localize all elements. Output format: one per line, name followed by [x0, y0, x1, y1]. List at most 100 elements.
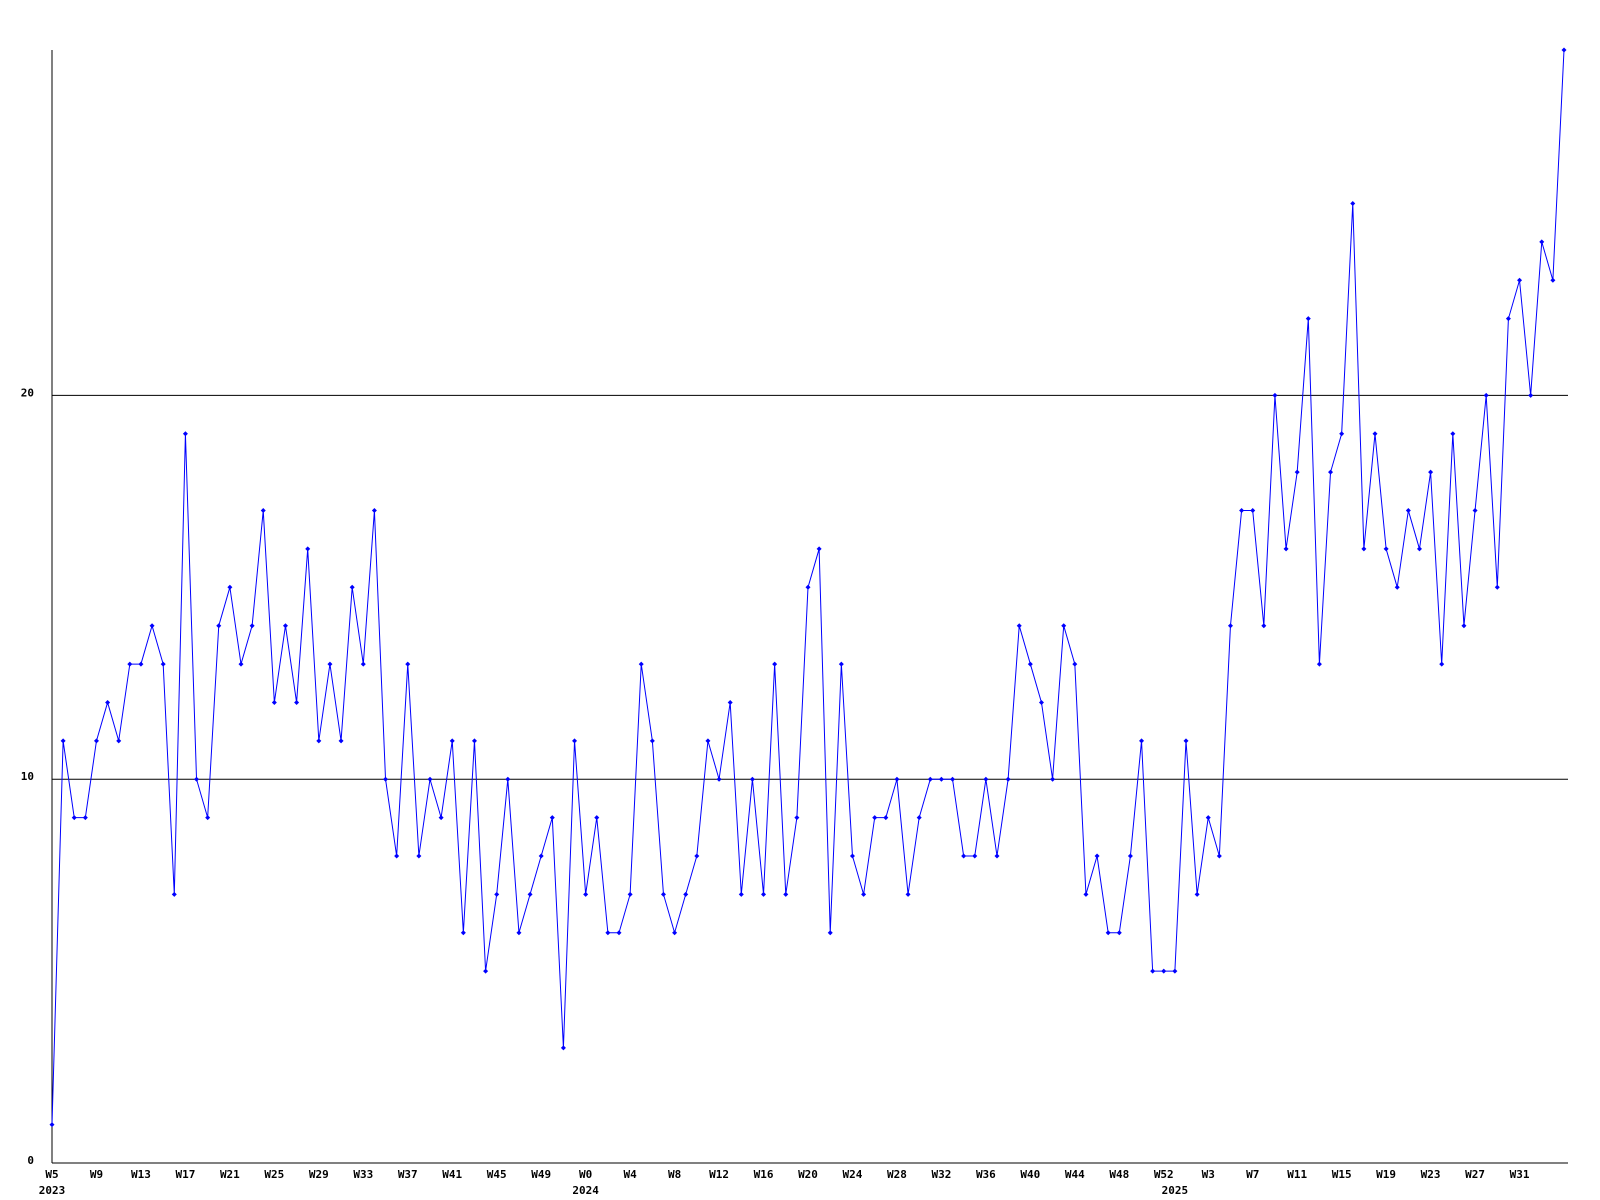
data-point	[594, 815, 600, 821]
x-tick-label: W28	[887, 1168, 907, 1181]
data-point	[494, 891, 500, 897]
x-tick-label: W5	[45, 1168, 58, 1181]
data-point	[1450, 431, 1456, 437]
data-point	[660, 891, 666, 897]
data-point	[1316, 661, 1322, 667]
x-tick-label: W27	[1465, 1168, 1485, 1181]
data-point	[216, 623, 222, 629]
data-point	[1461, 623, 1467, 629]
data-point	[1227, 623, 1233, 629]
data-point	[694, 853, 700, 859]
x-tick-label: W15	[1332, 1168, 1352, 1181]
x-tick-label: W3	[1202, 1168, 1215, 1181]
data-point	[1250, 508, 1256, 514]
data-point	[438, 815, 444, 821]
data-point	[583, 891, 589, 897]
data-point	[972, 853, 978, 859]
data-point	[483, 968, 489, 974]
data-point	[1172, 968, 1178, 974]
data-point	[93, 738, 99, 744]
data-point	[1072, 661, 1078, 667]
data-point	[1239, 508, 1245, 514]
data-point	[627, 891, 633, 897]
data-point	[861, 891, 867, 897]
data-point	[338, 738, 344, 744]
data-point	[127, 661, 133, 667]
x-tick-label: W12	[709, 1168, 729, 1181]
data-point	[649, 738, 655, 744]
data-point	[1150, 968, 1156, 974]
data-point	[705, 738, 711, 744]
data-point	[1283, 546, 1289, 552]
data-point	[1505, 316, 1511, 322]
data-point	[994, 853, 1000, 859]
x-tick-label: W24	[843, 1168, 863, 1181]
data-point	[371, 508, 377, 514]
data-point	[505, 776, 511, 782]
data-point	[983, 776, 989, 782]
data-point	[638, 661, 644, 667]
data-point	[1050, 776, 1056, 782]
x-tick-label: W33	[353, 1168, 373, 1181]
data-point	[160, 661, 166, 667]
data-point	[327, 661, 333, 667]
data-point	[1094, 853, 1100, 859]
x-tick-label: W17	[175, 1168, 195, 1181]
data-point	[672, 930, 678, 936]
data-point	[249, 623, 255, 629]
data-point	[749, 776, 755, 782]
data-point	[905, 891, 911, 897]
data-point	[1361, 546, 1367, 552]
data-point	[1483, 392, 1489, 398]
data-point	[105, 699, 111, 705]
data-point	[950, 776, 956, 782]
data-point	[138, 661, 144, 667]
x-tick-label: W45	[487, 1168, 507, 1181]
data-point	[1216, 853, 1222, 859]
data-point	[1428, 469, 1434, 475]
data-point	[227, 584, 233, 590]
data-point	[282, 623, 288, 629]
x-tick-label: W16	[754, 1168, 774, 1181]
data-point	[60, 738, 66, 744]
data-point	[783, 891, 789, 897]
data-point	[82, 815, 88, 821]
x-tick-label: W49	[531, 1168, 551, 1181]
x-tick-label: W31	[1510, 1168, 1530, 1181]
data-point	[560, 1045, 566, 1051]
y-tick-label: 0	[27, 1154, 34, 1167]
data-point	[549, 815, 555, 821]
data-point	[1561, 47, 1567, 53]
data-point	[460, 930, 466, 936]
data-point	[1350, 201, 1356, 207]
data-point	[772, 661, 778, 667]
data-point	[1405, 508, 1411, 514]
data-point	[538, 853, 544, 859]
data-point	[1305, 316, 1311, 322]
x-tick-label: W37	[398, 1168, 418, 1181]
data-point	[683, 891, 689, 897]
data-point	[516, 930, 522, 936]
data-point	[1183, 738, 1189, 744]
x-tick-label: W9	[90, 1168, 103, 1181]
data-point	[260, 508, 266, 514]
y-tick-label: 20	[21, 386, 34, 399]
year-label: 2023	[39, 1184, 66, 1197]
data-point	[1105, 930, 1111, 936]
data-point	[527, 891, 533, 897]
data-point	[238, 661, 244, 667]
data-point	[761, 891, 767, 897]
data-point	[194, 776, 200, 782]
x-tick-label: W36	[976, 1168, 996, 1181]
data-point	[938, 776, 944, 782]
data-point	[71, 815, 77, 821]
data-point	[1061, 623, 1067, 629]
data-point	[394, 853, 400, 859]
data-point	[383, 776, 389, 782]
data-point	[1539, 239, 1545, 245]
x-tick-label: W8	[668, 1168, 681, 1181]
data-point	[471, 738, 477, 744]
x-tick-label: W52	[1154, 1168, 1174, 1181]
x-tick-label: W41	[442, 1168, 462, 1181]
